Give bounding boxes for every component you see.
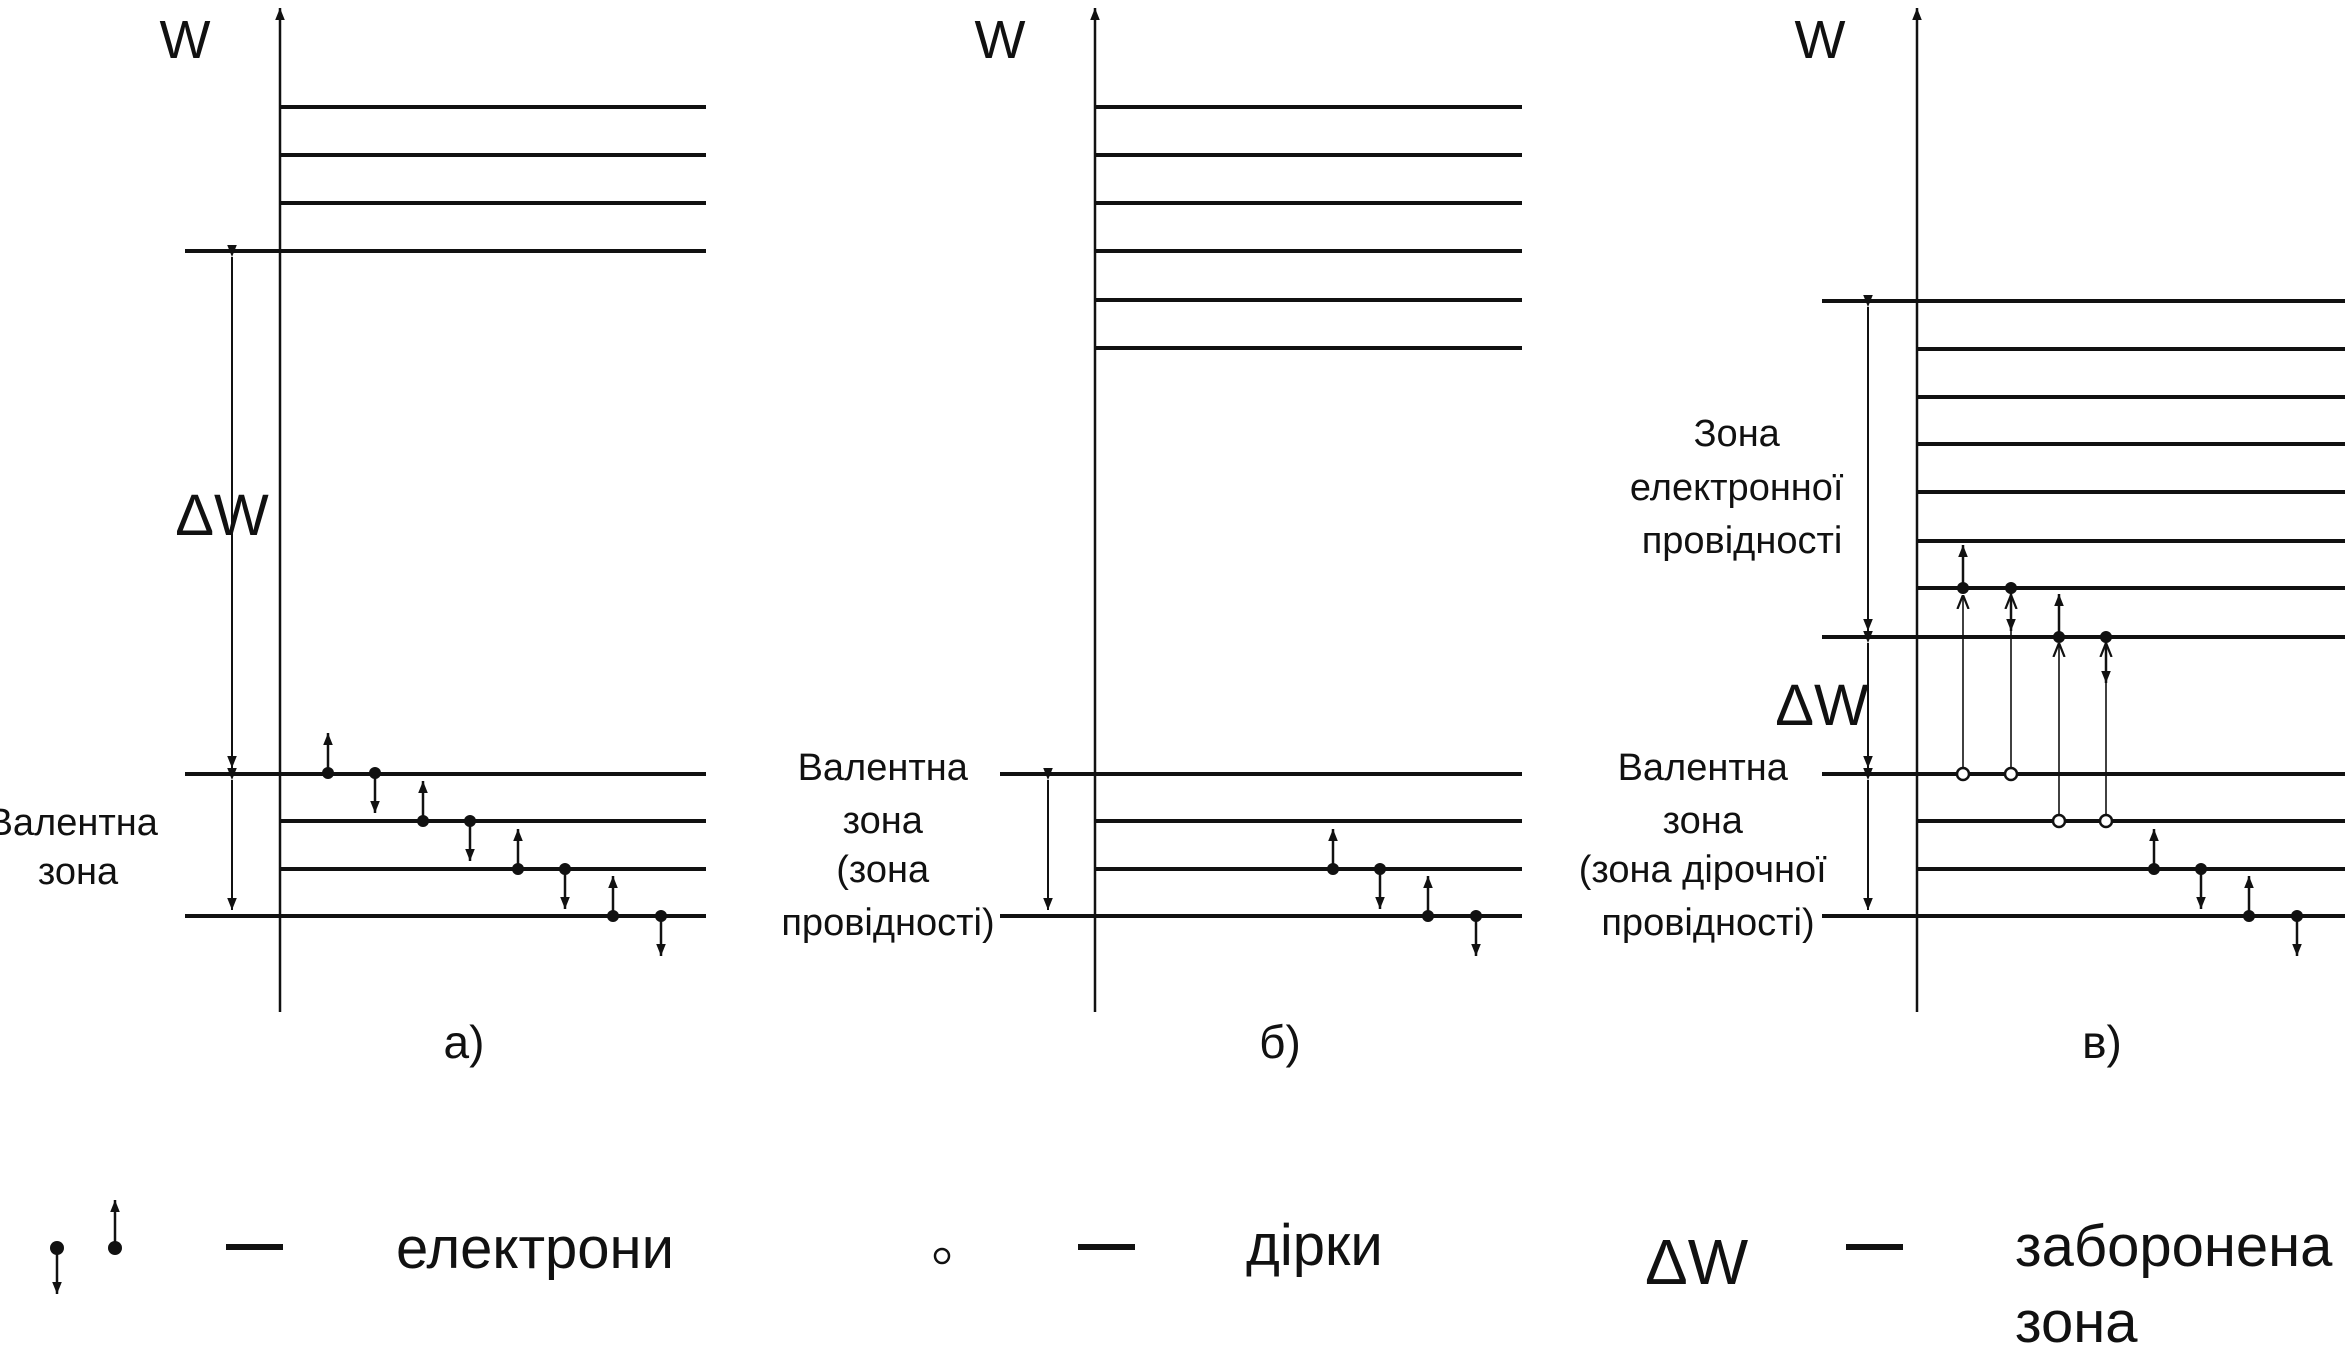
electron-transitions xyxy=(1963,595,2106,817)
electron-up xyxy=(2053,594,2065,643)
electron-up xyxy=(512,829,524,875)
panel-c: W ΔW Зона електронної провідності В xyxy=(1579,8,2345,1068)
valence-band-levels xyxy=(1822,772,2345,918)
panel-caption: б) xyxy=(1259,1016,1301,1068)
valence-zone-label: Валентна зона (зона провідності) xyxy=(781,747,994,944)
w-axis-label: W xyxy=(160,10,211,70)
conduction-band-levels xyxy=(185,105,706,253)
electron-up xyxy=(607,876,619,922)
legend-gap-symbol: ΔW xyxy=(1645,1226,1749,1298)
legend-holes-label: дірки xyxy=(1246,1213,1383,1278)
gap-label: ΔW xyxy=(1775,673,1869,738)
valence-zone-label: Валентна зона xyxy=(0,802,168,893)
electron-up xyxy=(1422,876,1434,922)
electron-up xyxy=(1957,545,1969,594)
panel-caption: в) xyxy=(2082,1016,2122,1068)
hole xyxy=(2051,813,2067,829)
electron-down xyxy=(2291,910,2303,956)
conduction-band-levels xyxy=(1095,105,1522,350)
electron-down xyxy=(464,815,476,861)
conduction-zone-label: Зона електронної провідності xyxy=(1630,413,1854,562)
panel-b: W Валентна зона (зона провідності) xyxy=(781,8,1522,1068)
legend-gap-label: заборонена зона xyxy=(2015,1214,2345,1353)
electron-up xyxy=(2243,876,2255,922)
hole xyxy=(2003,766,2019,782)
conduction-band-levels xyxy=(1822,299,2345,639)
electron-down xyxy=(2195,863,2207,909)
valence-band-levels xyxy=(1000,772,1522,918)
electron-down xyxy=(559,863,571,909)
w-axis-label: W xyxy=(1795,10,1846,70)
electron-down xyxy=(2100,631,2112,683)
electron-up xyxy=(1327,829,1339,875)
panel-caption: а) xyxy=(444,1016,485,1068)
hole xyxy=(1955,766,1971,782)
conduction-electrons xyxy=(1957,545,2112,683)
electron-down xyxy=(655,910,667,956)
panel-a: W ΔW Валентна зона xyxy=(0,8,706,1068)
electron-down xyxy=(369,767,381,813)
electron-up xyxy=(322,733,334,779)
valence-electrons xyxy=(2148,829,2303,956)
holes xyxy=(1955,766,2114,829)
electron-arrows-icon xyxy=(50,1200,122,1294)
electron-up xyxy=(2148,829,2160,875)
valence-zone-label: Валентна зона (зона дірочної провідності… xyxy=(1579,747,1838,944)
legend: електрони дірки ΔW заборонена зона xyxy=(50,1200,2345,1353)
hole-icon xyxy=(933,1247,951,1265)
electron-up xyxy=(417,781,429,827)
electron-down xyxy=(1374,863,1386,909)
gap-label: ΔW xyxy=(175,483,269,548)
hole xyxy=(2098,813,2114,829)
legend-electrons-label: електрони xyxy=(396,1216,674,1281)
valence-band-levels xyxy=(185,772,706,918)
electron-down xyxy=(1470,910,1482,956)
electrons xyxy=(322,733,667,956)
electrons xyxy=(1327,829,1482,956)
electron-down xyxy=(2005,582,2017,631)
w-axis-label: W xyxy=(975,10,1026,70)
